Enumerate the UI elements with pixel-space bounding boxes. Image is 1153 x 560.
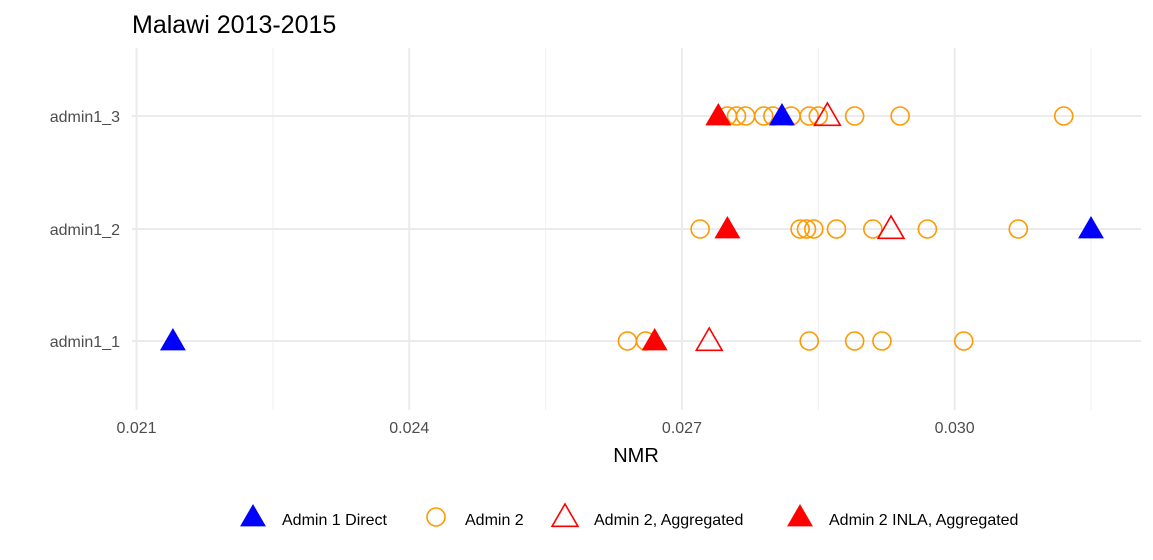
data-point bbox=[826, 219, 847, 239]
data-point bbox=[872, 331, 892, 351]
data-point bbox=[863, 219, 883, 239]
data-point bbox=[813, 101, 842, 127]
legend-key bbox=[787, 504, 813, 527]
data-point bbox=[803, 219, 824, 239]
x-tick-label: 0.027 bbox=[662, 420, 702, 437]
data-point bbox=[799, 106, 820, 126]
x-tick-label: 0.021 bbox=[117, 420, 157, 437]
data-point bbox=[768, 103, 795, 126]
legend-item: Admin 1 Direct bbox=[240, 504, 387, 529]
data-points bbox=[159, 101, 1104, 352]
data-point bbox=[705, 103, 732, 126]
x-axis-title: NMR bbox=[613, 445, 659, 467]
data-point bbox=[690, 219, 710, 239]
x-tick-label: 0.030 bbox=[935, 420, 975, 437]
chart-title: Malawi 2013-2015 bbox=[132, 11, 336, 39]
x-tick-label: 0.024 bbox=[389, 420, 429, 437]
data-point bbox=[641, 328, 668, 351]
legend-label: Admin 1 Direct bbox=[282, 512, 387, 529]
legend-label: Admin 2 bbox=[465, 512, 524, 529]
data-point bbox=[726, 106, 747, 126]
data-point bbox=[694, 326, 724, 352]
legend-key bbox=[426, 507, 446, 527]
legend-item: Admin 2 bbox=[426, 507, 524, 529]
y-tick-label: admin1_3 bbox=[50, 109, 120, 126]
data-point bbox=[790, 219, 810, 239]
y-tick-label: admin1_2 bbox=[50, 222, 120, 239]
y-tick-label: admin1_1 bbox=[50, 334, 120, 351]
legend-item: Admin 2 INLA, Aggregated bbox=[787, 504, 1018, 529]
y-axis-labels: admin1_1 admin1_2 admin1_3 bbox=[50, 109, 120, 351]
data-point bbox=[1078, 216, 1104, 239]
data-point bbox=[1008, 219, 1029, 239]
legend-label: Admin 2, Aggregated bbox=[594, 512, 743, 529]
grid bbox=[132, 48, 1141, 410]
legend-label: Admin 2 INLA, Aggregated bbox=[829, 512, 1018, 529]
legend-item: Admin 2, Aggregated bbox=[550, 502, 743, 529]
data-point bbox=[876, 214, 906, 240]
legend: Admin 1 Direct Admin 2 Admin 2, Aggregated… bbox=[240, 502, 1018, 529]
x-axis-labels: 0.021 0.024 0.027 0.030 bbox=[117, 420, 975, 437]
data-point bbox=[844, 106, 865, 126]
data-point bbox=[159, 328, 186, 351]
legend-key bbox=[240, 504, 266, 527]
data-point bbox=[1053, 106, 1074, 126]
data-point bbox=[796, 219, 817, 239]
data-point bbox=[953, 331, 974, 351]
data-point bbox=[844, 331, 865, 351]
legend-key bbox=[550, 502, 580, 528]
data-point bbox=[753, 106, 774, 126]
data-point bbox=[890, 106, 910, 126]
data-point bbox=[917, 219, 938, 239]
data-point bbox=[799, 331, 820, 351]
data-point bbox=[714, 216, 741, 239]
